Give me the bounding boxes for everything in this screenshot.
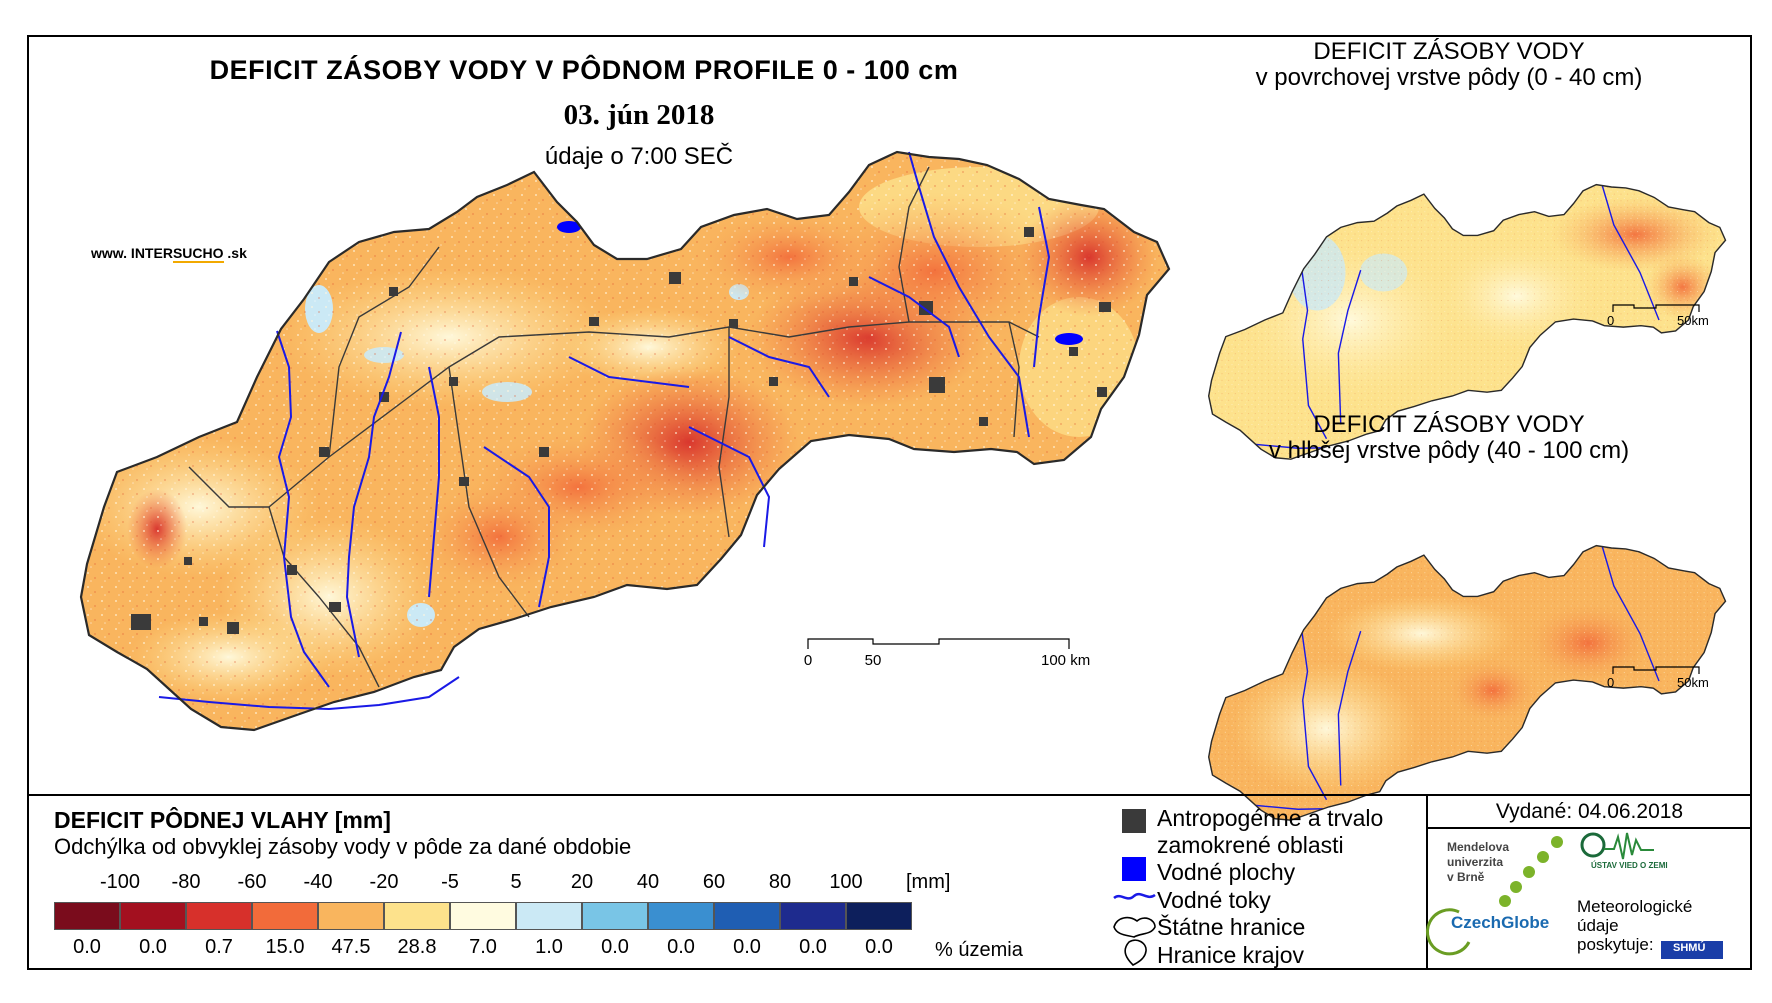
legend-swatch [516, 902, 582, 930]
legend-title: DEFICIT PÔDNEJ VLAHY [mm] [54, 807, 391, 833]
legend-unit: [mm] [906, 871, 951, 893]
mendel-line1: Mendelova [1447, 840, 1510, 854]
map-canvas [29, 150, 1750, 968]
legend-tick-label: -40 [303, 871, 333, 893]
legend-swatch [582, 902, 648, 930]
legend-region-border: Hranice krajov [1157, 942, 1304, 968]
czechglobe-logo-ring [1426, 908, 1471, 956]
inset-top-scale-0: 0 [1607, 313, 1615, 328]
uvoz-logo: ÚSTAV VIED O ZEMI [1591, 861, 1668, 870]
legend-tick-label: -20 [369, 871, 399, 893]
mendel-logo-dots [1499, 836, 1563, 907]
legend-percentage: 7.0 [469, 936, 497, 958]
legend-percentage: 0.0 [667, 936, 695, 958]
mendel-line3: v Brně [1447, 870, 1485, 884]
legend-swatch [384, 902, 450, 930]
legend-swatch [186, 902, 252, 930]
time-note: údaje o 7:00 SEČ [544, 143, 734, 170]
shmu-logo: SHMÚ [1673, 942, 1706, 954]
mendel-line2: univerzita [1447, 855, 1504, 869]
legend-swatch [648, 902, 714, 930]
inset-top-title-line1: DEFICIT ZÁSOBY VODY [1313, 38, 1585, 65]
meteo-line3: poskytuje: [1577, 935, 1654, 954]
issued-date: Vydané: 04.06.2018 [1495, 800, 1684, 823]
legend-tick-label: -100 [99, 871, 141, 893]
watermark-prefix: www. INTER [91, 245, 173, 261]
inset-deep-map [1207, 544, 1727, 821]
legend-tick-label: 100 [829, 871, 863, 893]
inset-bottom-title: DEFICIT ZÁSOBY VODY v hlbšej vrstve pôdy… [1204, 412, 1694, 464]
water-swatch [1122, 857, 1146, 881]
legend-swatch [252, 902, 318, 930]
legend-swatch [846, 902, 912, 930]
legend-tick-label: 80 [768, 871, 792, 893]
inset-top-scale-bar [1612, 304, 1700, 312]
legend-swatch [318, 902, 384, 930]
meteo-line1: Meteorologické [1577, 897, 1693, 916]
legend-percentage: 0.0 [799, 936, 827, 958]
mendel-logo-text: Mendelova univerzita v Brně [1447, 840, 1509, 885]
legend-percentage: 1.0 [535, 936, 563, 958]
legend-percentage: 28.8 [397, 936, 437, 958]
legend-rivers: Vodné toky [1157, 887, 1271, 913]
legend-subtitle: Odchýlka od obvyklej zásoby vody v pôde … [54, 834, 632, 859]
inset-bottom-scale-bar [1612, 666, 1700, 674]
legend-tick-label: 20 [570, 871, 594, 893]
state-border-swatch [1113, 916, 1156, 938]
uvoz-logo-graphic [1580, 832, 1654, 860]
inset-bottom-title-line2: v hlbšej vrstve pôdy (40 - 100 cm) [1268, 437, 1630, 464]
legend-percentage: 0.7 [205, 936, 233, 958]
region-border-swatch [1124, 939, 1147, 966]
legend-swatch [450, 902, 516, 930]
legend-urban: Antropogénne a trvalo zamokrené oblasti [1157, 805, 1383, 859]
legend-percentage: 0.0 [73, 936, 101, 958]
legend-pct-label: % územia [935, 939, 1023, 961]
inset-top-title-line2: v povrchovej vrstve pôdy (0 - 40 cm) [1255, 64, 1643, 91]
shmu-logo-graphic [1661, 941, 1723, 959]
scale-label-100: 100 km [1041, 652, 1091, 669]
urban-swatch [1122, 809, 1146, 833]
legend-percentage: 47.5 [331, 936, 371, 958]
legend-percentage: 15.0 [265, 936, 305, 958]
inset-top-scale-50: 50km [1677, 313, 1709, 328]
czechglobe-logo: CzechGlobe [1451, 913, 1550, 932]
meteo-credit: Meteorologické údaje poskytuje: [1577, 897, 1692, 954]
legend-tick-label: -60 [237, 871, 267, 893]
inset-bottom-scale-50: 50km [1677, 675, 1709, 690]
legend-state-border: Štátne hranice [1157, 914, 1306, 940]
inset-bottom-title-line1: DEFICIT ZÁSOBY VODY [1313, 411, 1585, 438]
inset-bottom-scale-0: 0 [1607, 675, 1615, 690]
legend-percentage: 0.0 [733, 936, 761, 958]
legend-tick-label: 40 [636, 871, 660, 893]
scale-label-50: 50 [864, 652, 882, 669]
scale-label-0: 0 [803, 652, 813, 669]
legend-tick-label: -5 [441, 871, 459, 893]
legend-tick-label: -80 [171, 871, 201, 893]
meteo-line2: údaje [1577, 916, 1619, 935]
legend-tick-label: 60 [702, 871, 726, 893]
river-swatch [1113, 892, 1156, 900]
legend-swatch [714, 902, 780, 930]
legend-urban-line2: zamokrené oblasti [1157, 832, 1344, 858]
inset-top-title: DEFICIT ZÁSOBY VODY v povrchovej vrstve … [1204, 39, 1694, 91]
legend-water-bodies: Vodné plochy [1157, 859, 1296, 885]
legend-swatch [780, 902, 846, 930]
legend-tick-label: 5 [510, 871, 522, 893]
main-title: DEFICIT ZÁSOBY VODY V PÔDNOM PROFILE 0 -… [209, 55, 959, 85]
legend-urban-line1: Antropogénne a trvalo [1157, 805, 1384, 831]
main-map [79, 150, 1171, 732]
main-scale-bar [807, 638, 1070, 649]
intersucho-watermark: www. INTERSUCHO .sk [91, 245, 247, 263]
legend-percentage: 0.0 [865, 936, 893, 958]
legend-percentage: 0.0 [139, 936, 167, 958]
map-date: 03. jún 2018 [563, 99, 715, 131]
watermark-highlight: SUCHO [172, 245, 224, 263]
legend-swatch [120, 902, 186, 930]
watermark-suffix: .sk [223, 245, 247, 261]
figure-frame: DEFICIT ZÁSOBY VODY V PÔDNOM PROFILE 0 -… [27, 35, 1752, 970]
legend-percentage: 0.0 [601, 936, 629, 958]
legend-swatch [54, 902, 120, 930]
